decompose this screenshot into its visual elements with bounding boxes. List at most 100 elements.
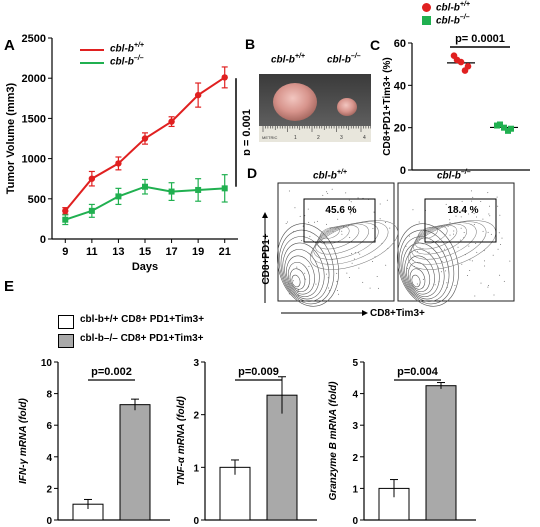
event-dot <box>468 245 470 247</box>
event-dot <box>336 290 338 292</box>
y-tick-label: 1 <box>193 463 199 474</box>
event-dot <box>327 262 329 264</box>
event-dot <box>296 266 298 268</box>
event-dot <box>293 268 295 270</box>
y-tick-label: 8 <box>46 390 52 401</box>
event-dot <box>500 244 502 246</box>
event-dot <box>446 286 448 288</box>
event-dot <box>461 263 463 265</box>
event-dot <box>453 233 455 235</box>
legend-a: cbl-b+/+ cbl-b–/– <box>80 42 220 72</box>
event-dot <box>327 192 329 194</box>
event-dot <box>372 261 374 263</box>
event-dot <box>422 278 424 280</box>
event-dot <box>341 230 343 232</box>
event-dot <box>487 286 489 288</box>
y-tick-label: 500 <box>28 194 46 206</box>
ruler-number: 2 <box>317 135 320 141</box>
event-dot <box>297 295 299 297</box>
y-tick-label: 2 <box>352 453 358 464</box>
p-value: p = 0.001 <box>241 109 250 156</box>
y-tick-label: 3 <box>352 421 358 432</box>
p-value: p=0.009 <box>238 366 279 378</box>
event-dot <box>304 215 306 217</box>
tnf-alpha-chart: 0 1 2 3 TNF-α mRNA (fold) p=0.009 <box>176 358 317 527</box>
event-dot <box>487 192 489 194</box>
event-dot <box>497 205 499 207</box>
event-dot <box>493 294 495 296</box>
event-dot <box>455 215 457 217</box>
event-dot <box>471 260 473 262</box>
event-dot <box>313 221 315 223</box>
event-dot <box>476 216 478 218</box>
contour-line <box>404 249 440 297</box>
data-point <box>115 160 122 167</box>
event-dot <box>437 266 439 268</box>
event-dot <box>468 213 470 215</box>
event-dot <box>440 271 442 273</box>
event-dot <box>358 267 360 269</box>
event-dot <box>407 267 409 269</box>
event-dot <box>332 259 334 261</box>
event-dot <box>460 227 462 229</box>
event-dot <box>301 240 303 242</box>
event-dot <box>445 203 447 205</box>
y-axis-label: Tumor Volume (mm3) <box>5 82 17 194</box>
event-dot <box>497 248 499 250</box>
ruler-number: 1 <box>294 135 297 141</box>
event-dot <box>454 284 456 286</box>
panel-c-letter: C <box>370 37 380 53</box>
y-tick-label: 0 <box>193 516 199 527</box>
event-dot <box>288 293 290 295</box>
y-tick-label: 4 <box>46 453 52 464</box>
event-dot <box>472 196 474 198</box>
event-dot <box>422 248 424 250</box>
contour-line <box>289 268 306 290</box>
event-dot <box>358 252 360 254</box>
event-dot <box>453 211 455 213</box>
event-dot <box>353 258 355 260</box>
p-value: p= 0.0001 <box>455 33 505 45</box>
contour-line <box>411 274 421 288</box>
p-value: p=0.004 <box>397 366 439 378</box>
legend-ko-text: cbl-b–/– CD8+ PD1+Tim3+ <box>80 333 204 344</box>
event-dot <box>457 262 459 264</box>
gate-wt <box>303 198 376 243</box>
event-dot <box>474 295 476 297</box>
event-dot <box>323 242 325 244</box>
event-dot <box>308 265 310 267</box>
flow-plots: CD8+PD1+ CD8+Tim3+ 45.6 % 18.4 % <box>261 182 515 319</box>
contour-line <box>309 220 399 270</box>
contours-wt <box>277 188 399 307</box>
contour-line <box>311 221 389 265</box>
y-axis-label: TNF-α mRNA (fold) <box>176 395 187 485</box>
event-dot <box>328 290 330 292</box>
event-dot <box>412 259 414 261</box>
x-tick-label: 21 <box>219 246 231 258</box>
event-dot <box>349 236 351 238</box>
event-dot <box>325 273 327 275</box>
tumor-volume-plot: 0 500 1000 1500 2000 2500 9 11 13 15 17 19 21 Days Tum… <box>5 33 250 273</box>
y-tick-label: 2000 <box>22 73 46 85</box>
panel-b-ko-label: cbl-b–/– <box>327 53 361 66</box>
data-point <box>141 135 149 142</box>
event-dot <box>350 201 352 203</box>
contour-line <box>409 268 426 290</box>
event-dot <box>350 213 352 215</box>
data-point <box>142 183 148 190</box>
data-point <box>497 121 503 128</box>
event-dot <box>354 252 356 254</box>
y-axis-label: IFN-γ mRNA (fold) <box>18 397 29 483</box>
legend-a-wt-line <box>80 49 104 51</box>
legend-wt-text: cbl-b+/+ CD8+ PD1+Tim3+ <box>80 314 205 325</box>
event-dot <box>302 225 304 227</box>
legend-a-wt-text: cbl-b+/+ <box>110 42 145 55</box>
event-dot <box>385 264 387 266</box>
panel-a-chart: A 0 500 1000 1500 2000 2500 9 11 13 15 17 19 21 Days T… <box>4 33 250 273</box>
event-dot <box>449 234 451 236</box>
event-dot <box>405 245 407 247</box>
event-dot <box>483 250 485 252</box>
event-dot <box>473 213 475 215</box>
event-dot <box>327 277 329 279</box>
event-dot <box>487 231 489 233</box>
